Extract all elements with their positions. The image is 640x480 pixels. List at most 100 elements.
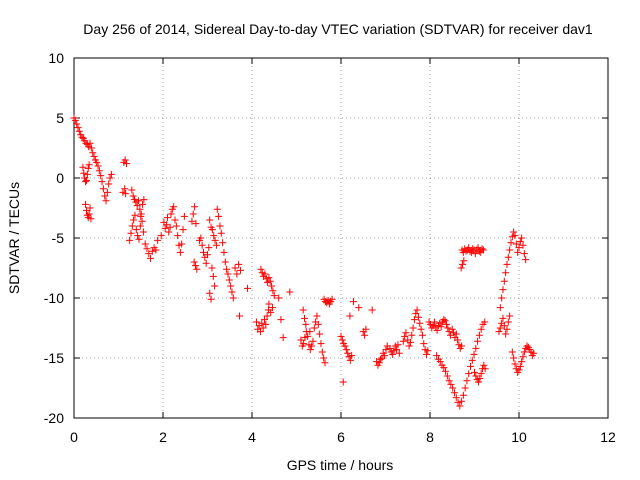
data-point [168, 211, 175, 218]
data-point [126, 237, 133, 244]
data-point [459, 261, 466, 268]
data-point [505, 319, 512, 326]
data-point [476, 332, 483, 339]
data-point [137, 223, 144, 230]
y-tick-label: 5 [56, 110, 64, 126]
data-point [400, 338, 407, 345]
data-point [444, 325, 451, 332]
y-tick-label: -10 [44, 290, 64, 306]
data-point [286, 289, 293, 296]
data-point [280, 334, 287, 341]
data-point [80, 170, 87, 177]
grid [74, 58, 608, 418]
data-point [208, 265, 215, 272]
data-point [79, 164, 86, 171]
data-point [350, 298, 357, 305]
y-tick-label: -15 [44, 350, 64, 366]
data-point [460, 392, 467, 399]
data-point [302, 321, 309, 328]
data-point [154, 237, 161, 244]
data-point [107, 175, 114, 182]
data-point [135, 236, 142, 243]
data-point [140, 196, 147, 203]
data-point [453, 394, 460, 401]
data-point [103, 197, 110, 204]
data-point [203, 260, 210, 267]
data-point [521, 250, 528, 257]
data-point [420, 340, 427, 347]
data-point [257, 266, 264, 273]
data-point [406, 343, 413, 350]
data-point [222, 259, 229, 266]
data-point [419, 332, 426, 339]
data-points [71, 115, 538, 410]
data-point [206, 290, 213, 297]
data-point [82, 178, 89, 185]
data-point [522, 256, 529, 263]
data-point [96, 167, 103, 174]
data-point [300, 307, 307, 314]
data-point [506, 247, 513, 254]
data-point [215, 213, 222, 220]
data-point [100, 185, 107, 192]
data-point [347, 357, 354, 364]
data-point [471, 351, 478, 358]
data-point [462, 385, 469, 392]
data-point [471, 369, 478, 376]
data-point [147, 255, 154, 262]
data-point [134, 232, 141, 239]
data-point [131, 212, 138, 219]
data-point [86, 161, 93, 168]
data-point [414, 307, 421, 314]
data-point [478, 326, 485, 333]
data-point [346, 313, 353, 320]
data-point [518, 358, 525, 365]
data-point [235, 261, 242, 268]
data-point [172, 217, 179, 224]
data-point [130, 217, 137, 224]
data-point [472, 345, 479, 352]
data-point [265, 301, 272, 308]
data-point [181, 213, 188, 220]
x-tick-label: 12 [600, 429, 616, 445]
data-point [340, 379, 347, 386]
data-point [520, 353, 527, 360]
data-point [218, 230, 225, 237]
data-point [82, 201, 89, 208]
data-point [307, 346, 314, 353]
data-point [142, 241, 149, 248]
axis-ticks: 0 2 4 6 8 10 12-20-15-10-50510 [44, 50, 616, 445]
data-point [244, 285, 251, 292]
data-point [455, 399, 462, 406]
data-point [140, 229, 147, 236]
data-point [499, 315, 506, 322]
data-point [509, 349, 516, 356]
data-point [338, 333, 345, 340]
data-point [108, 171, 115, 178]
data-point [416, 320, 423, 327]
data-point [506, 313, 513, 320]
y-tick-label: 10 [48, 50, 64, 66]
data-point [444, 373, 451, 380]
data-point [105, 181, 112, 188]
data-point [85, 165, 92, 172]
data-point [467, 363, 474, 370]
data-point [164, 214, 171, 221]
data-point [321, 359, 328, 366]
data-point [418, 326, 425, 333]
data-point [75, 124, 82, 131]
data-point [127, 230, 134, 237]
data-point [514, 249, 521, 256]
data-point [510, 355, 517, 362]
data-point [401, 333, 408, 340]
data-point [313, 313, 320, 320]
data-point [180, 226, 187, 233]
data-point [319, 349, 326, 356]
data-point [211, 283, 218, 290]
data-point [498, 295, 505, 302]
x-axis-label: GPS time / hours [287, 457, 394, 473]
data-point [99, 178, 106, 185]
data-point [228, 289, 235, 296]
data-point [216, 223, 223, 230]
data-point [133, 226, 140, 233]
